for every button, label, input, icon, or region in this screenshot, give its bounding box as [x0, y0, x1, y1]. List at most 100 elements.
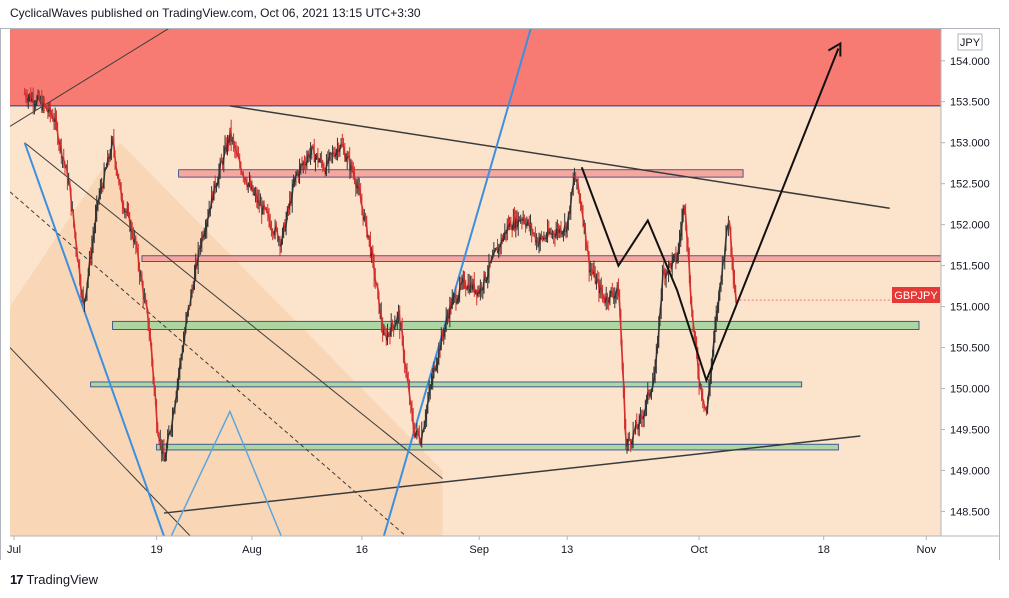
price-tick-label: 150.500 — [950, 343, 990, 355]
candle-body — [102, 168, 106, 188]
candle-body — [215, 184, 218, 189]
candle-body — [436, 359, 440, 366]
gbpjpy-chart[interactable]: 154.000 153.500 153.000 152.500 152.000 151.5… — [0, 0, 1009, 560]
candle-body — [113, 152, 117, 166]
candle-body — [400, 326, 404, 339]
candle-body — [732, 278, 737, 290]
candle-body — [105, 165, 109, 170]
candle-body — [566, 211, 570, 224]
candle-body — [174, 394, 178, 403]
tradingview-logo-icon: 17 — [10, 572, 24, 587]
candle-body — [576, 179, 580, 192]
candle-body — [304, 163, 308, 167]
candle-body — [45, 106, 49, 111]
price-axis[interactable]: 154.000 153.500 153.000 152.500 152.000 151.5… — [941, 56, 990, 519]
candle-body — [126, 210, 131, 215]
candle-body — [93, 213, 98, 229]
candle-body — [120, 199, 124, 206]
price-tick-label: 154.000 — [950, 56, 990, 68]
candle-body — [147, 327, 151, 334]
candle-body — [119, 185, 123, 201]
candle-body — [426, 399, 430, 407]
candle-body — [135, 246, 139, 250]
candle-body — [294, 173, 298, 178]
candle-body — [425, 406, 429, 418]
candle-body — [156, 428, 160, 436]
candle-body — [97, 194, 101, 202]
candle-body — [244, 177, 248, 184]
candle-body — [616, 284, 621, 296]
time-axis[interactable]: Jul 19 Aug 16 Sep 13 Oct 18 Nov — [7, 536, 937, 556]
candle-body — [675, 258, 679, 263]
candle-body — [340, 142, 344, 147]
candle-body — [685, 225, 689, 244]
candle-body — [84, 294, 88, 301]
candle-body — [98, 186, 102, 195]
candle-body — [552, 232, 556, 236]
candle-body — [540, 234, 543, 238]
candle-body — [130, 225, 134, 237]
candle-body — [218, 160, 222, 171]
candle-body — [381, 325, 385, 335]
zone-green-3 — [112, 320, 920, 330]
candle-body — [437, 347, 441, 361]
candle-body — [618, 295, 622, 316]
candle-body — [613, 294, 617, 299]
candle-body — [145, 303, 149, 311]
candle-body — [713, 324, 717, 335]
candle-body — [580, 205, 584, 212]
candle-body — [571, 180, 575, 190]
candle-body — [525, 222, 529, 227]
candle-body — [104, 168, 107, 171]
candle-body — [403, 358, 407, 367]
candle-body — [395, 314, 399, 323]
candle-body — [179, 356, 183, 362]
candle-body — [693, 333, 697, 341]
candle-body — [472, 280, 476, 293]
candle-body — [262, 202, 266, 209]
candle-body — [342, 145, 346, 150]
candle-body — [631, 430, 635, 443]
candle-body — [624, 426, 628, 447]
candle-body — [141, 284, 145, 299]
price-tick-label: 152.500 — [950, 179, 990, 191]
candle-body — [317, 160, 321, 163]
candle-body — [422, 423, 426, 432]
candle-body — [169, 427, 173, 433]
candle-body — [644, 396, 649, 407]
candle-body — [217, 170, 221, 182]
candle-body — [717, 291, 721, 310]
candle-body — [59, 141, 63, 159]
candle-body — [285, 207, 289, 219]
candle-body — [205, 220, 209, 230]
candle-body — [410, 404, 414, 417]
candle-body — [338, 146, 342, 153]
candle-body — [354, 180, 358, 189]
candle-body — [570, 189, 574, 195]
candle-body — [460, 279, 464, 285]
candle-body — [117, 177, 121, 181]
candle-body — [434, 365, 438, 371]
candle-body — [35, 97, 39, 105]
candle-body — [209, 207, 212, 210]
ascending-trendline — [163, 435, 861, 514]
candle-body — [300, 163, 304, 167]
candle-body — [177, 372, 181, 382]
candle-body — [706, 397, 710, 414]
candle-body — [76, 260, 80, 265]
candle-body — [530, 223, 534, 233]
candle-body — [172, 410, 176, 414]
candle-body — [728, 220, 732, 229]
candle-body — [489, 257, 493, 264]
candle-body — [462, 277, 467, 287]
candle-body — [581, 210, 585, 226]
footer-brand[interactable]: 17 TradingView — [10, 572, 98, 587]
candle-body — [68, 181, 72, 190]
candle-body — [635, 421, 639, 429]
candle-body — [407, 387, 412, 403]
candle-body — [718, 284, 722, 292]
candle-body — [175, 381, 179, 395]
candle-body — [587, 251, 591, 273]
candle-body — [303, 161, 306, 165]
candle-body — [71, 209, 76, 225]
